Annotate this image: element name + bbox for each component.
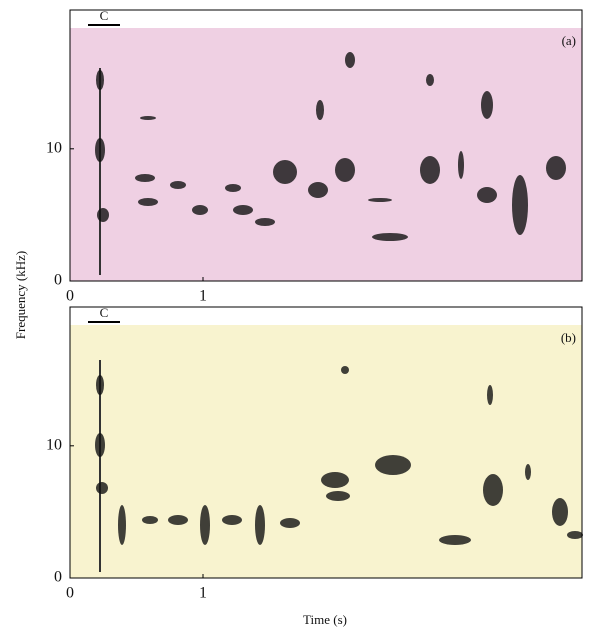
trace [512, 175, 528, 235]
trace [280, 518, 300, 528]
trace [439, 535, 471, 545]
trace [255, 505, 265, 545]
trace [140, 116, 156, 120]
trace [481, 91, 493, 119]
x-tick-label: 1 [199, 585, 207, 602]
trace [426, 74, 434, 86]
x-tick-label: 0 [66, 288, 74, 305]
spectrogram-traces [95, 360, 583, 572]
y-tick-label: 10 [46, 436, 62, 453]
trace [142, 516, 158, 524]
annotation: C [100, 305, 109, 320]
trace [170, 181, 186, 189]
trace [546, 156, 566, 180]
plot-background [70, 28, 582, 281]
trace [135, 174, 155, 182]
trace [458, 151, 464, 179]
trace [567, 531, 583, 539]
trace [192, 205, 208, 215]
trace [97, 208, 109, 222]
trace [372, 233, 408, 241]
trace [95, 433, 105, 457]
trace [316, 100, 324, 120]
plot-frame [69, 306, 583, 579]
trace [335, 158, 355, 182]
plot-background [70, 325, 582, 578]
trace [225, 184, 241, 192]
trace [118, 505, 126, 545]
trace [255, 218, 275, 226]
trace [368, 198, 392, 202]
x-axis-label: Time (s) [303, 612, 347, 627]
panel-label: (b) [561, 330, 576, 345]
trace [483, 474, 503, 506]
x-tick-label: 1 [199, 288, 207, 305]
trace [477, 187, 497, 203]
trace [200, 505, 210, 545]
trace [96, 70, 104, 90]
trace [375, 455, 411, 475]
plot-frame [69, 9, 583, 282]
trace [273, 160, 297, 184]
x-tick-label: 0 [66, 585, 74, 602]
trace [552, 498, 568, 526]
trace [341, 366, 349, 374]
trace [420, 156, 440, 184]
y-tick-label: 10 [46, 139, 62, 156]
trace [96, 375, 104, 395]
spectrogram-traces [95, 52, 566, 275]
trace [308, 182, 328, 198]
y-tick-label: 0 [54, 272, 62, 289]
trace [138, 198, 158, 206]
trace [487, 385, 493, 405]
annotation: C [100, 8, 109, 23]
trace [326, 491, 350, 501]
trace [233, 205, 253, 215]
trace [321, 472, 349, 488]
panel-label: (a) [562, 33, 576, 48]
y-axis-label: Frequency (kHz) [13, 251, 28, 339]
trace [95, 138, 105, 162]
trace [96, 482, 108, 494]
trace [345, 52, 355, 68]
trace [525, 464, 531, 480]
trace [222, 515, 242, 525]
trace [168, 515, 188, 525]
y-tick-label: 0 [54, 569, 62, 586]
